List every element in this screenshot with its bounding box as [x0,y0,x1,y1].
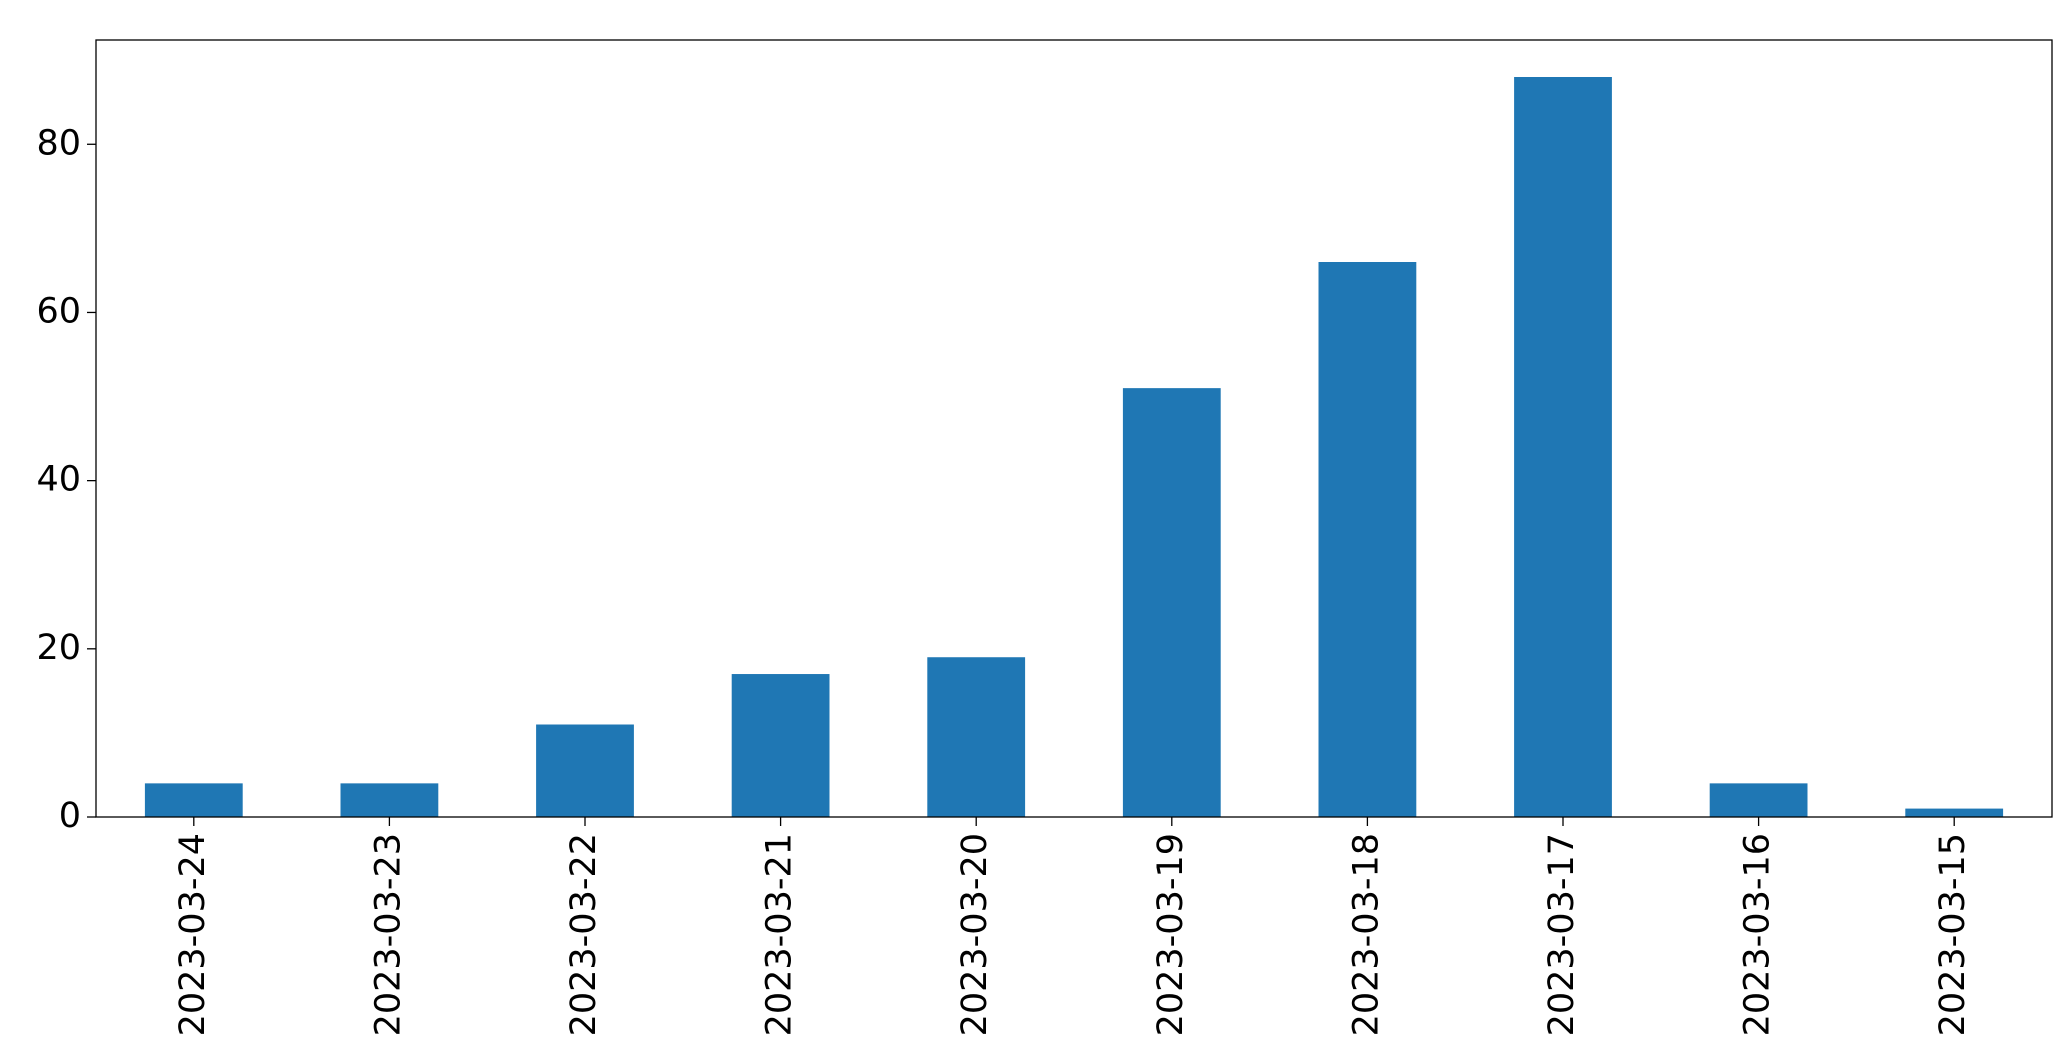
y-tick-label: 80 [36,123,81,163]
x-tick-label: 2023-03-21 [760,833,800,1036]
bar [731,674,830,817]
plot-frame [95,39,2053,818]
y-tick-label: 20 [36,628,81,668]
y-tick-label: 40 [36,460,81,500]
x-tick-label: 2023-03-15 [1933,833,1973,1036]
bar [1122,388,1221,817]
bar [1905,808,2004,817]
bar [536,724,634,817]
x-tick-label: 2023-03-18 [1346,833,1386,1036]
bar [927,657,1026,817]
y-tick-label: 0 [59,796,81,836]
bar [1514,77,1612,817]
bar [1318,262,1417,817]
bar [144,783,243,817]
x-tick-label: 2023-03-22 [564,833,604,1036]
x-tick-label: 2023-03-24 [173,833,213,1036]
x-tick-label: 2023-03-20 [955,833,995,1036]
x-tick-label: 2023-03-17 [1542,833,1582,1036]
bar [340,783,439,817]
x-tick-label: 2023-03-16 [1738,833,1778,1036]
bar [1709,783,1808,817]
x-tick-label: 2023-03-19 [1151,833,1191,1036]
y-tick-label: 60 [36,291,81,331]
x-tick-label: 2023-03-23 [368,833,408,1036]
